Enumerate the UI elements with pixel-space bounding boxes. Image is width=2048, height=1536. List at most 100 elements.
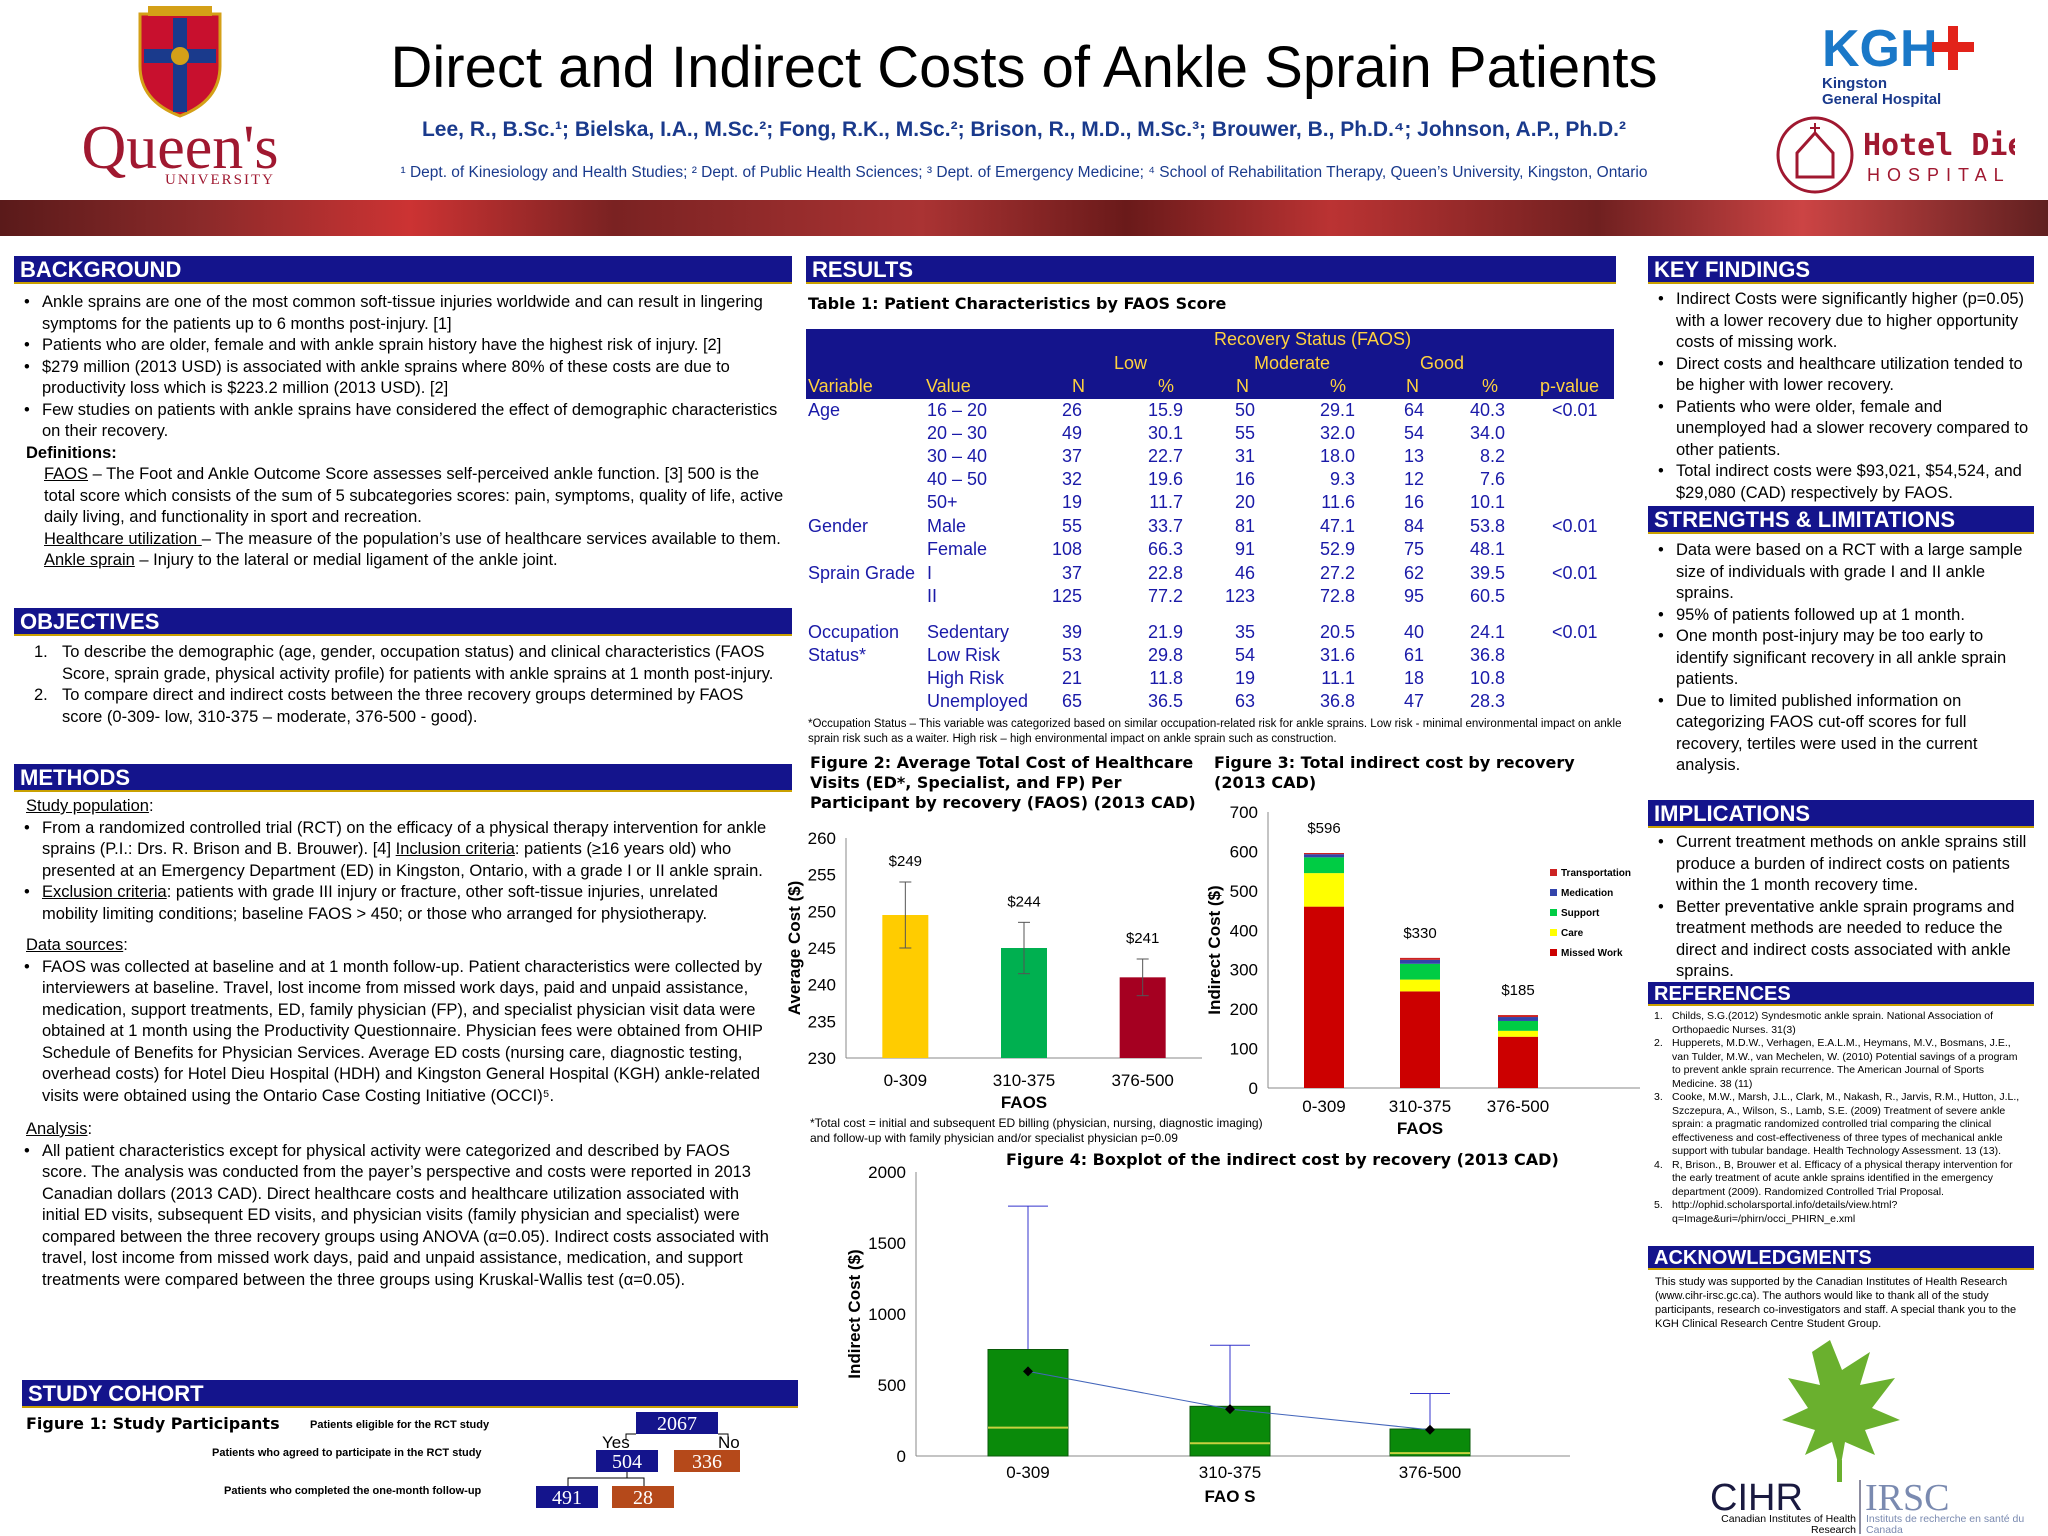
table-cell-number: 55 <box>1061 516 1082 536</box>
svg-text:HOSPITAL: HOSPITAL <box>1867 165 2011 185</box>
table-cell-number: 18 <box>1403 668 1424 688</box>
table-cell-number: 29.8 <box>1147 645 1183 665</box>
x-tick-label: 310-375 <box>993 1071 1055 1090</box>
y-tick-label: 500 <box>878 1376 906 1395</box>
x-tick-label: 310-375 <box>1389 1097 1451 1116</box>
acknowledgments-heading: ACKNOWLEDGMENTS <box>1648 1246 2034 1270</box>
table-cell-variable: Occupation <box>808 622 900 642</box>
header-low: Low <box>1114 353 1148 373</box>
header-pct: % <box>1330 376 1347 396</box>
table-cell-number: 21 <box>1061 668 1082 688</box>
svg-text:Kingston: Kingston <box>1822 75 1887 92</box>
table-cell-value: 16 – 20 <box>927 400 988 420</box>
box <box>987 1349 1069 1457</box>
objectives-heading: OBJECTIVES <box>14 608 792 636</box>
table-cell-number: 72.8 <box>1319 586 1355 606</box>
methods-bullet: All patient characteristics except for p… <box>14 1141 774 1292</box>
y-tick-label: 245 <box>808 939 836 958</box>
stacked-bar-segment <box>1400 963 1440 980</box>
table-cell-number: 32.0 <box>1319 423 1355 443</box>
box <box>1189 1405 1271 1457</box>
table-cell-number: 20 <box>1234 492 1255 512</box>
table-cell-number: 11.6 <box>1321 492 1355 512</box>
stacked-bar-segment <box>1304 873 1344 907</box>
methods-bullet: From a randomized controlled trial (RCT)… <box>14 818 774 883</box>
data-label: $241 <box>1126 930 1159 947</box>
background-bullet: Few studies on patients with ankle sprai… <box>14 400 794 443</box>
stacked-bar-segment <box>1498 1036 1538 1088</box>
stacked-bar-segment <box>1498 1015 1538 1018</box>
table-cell-p-value: <0.01 <box>1552 622 1598 642</box>
svg-text:General Hospital: General Hospital <box>1822 91 1941 108</box>
strength-bullet: 95% of patients followed up at 1 month. <box>1648 605 2034 627</box>
table-cell-number: 27.2 <box>1319 563 1355 583</box>
table-cell-variable: Sprain Grade <box>808 563 916 583</box>
header-n: N <box>1072 376 1085 396</box>
x-tick-label: 376-500 <box>1399 1463 1461 1482</box>
y-tick-label: 1500 <box>868 1234 906 1253</box>
legend-label: Care <box>1561 928 1584 939</box>
key-finding-bullet: Indirect Costs were significantly higher… <box>1648 289 2034 354</box>
strength-bullet: Data were based on a RCT with a large sa… <box>1648 540 2034 605</box>
table-cell-number: 11.8 <box>1149 668 1183 688</box>
study-cohort-heading: STUDY COHORT <box>22 1380 798 1408</box>
table-cell-number: 32 <box>1061 469 1082 489</box>
header-good: Good <box>1420 353 1465 373</box>
stacked-bar-segment <box>1304 853 1344 855</box>
poster-title: Direct and Indirect Costs of Ankle Sprai… <box>390 35 1658 100</box>
table-cell-number: 36.5 <box>1147 691 1183 711</box>
table-cell-number: 75 <box>1403 539 1424 559</box>
queens-university-logo: Queen's UNIVERSITY <box>81 6 279 186</box>
acknowledgments-text: This study was supported by the Canadian… <box>1655 1276 2017 1330</box>
table-cell-number: 20.5 <box>1319 622 1355 642</box>
svg-text:Queen's: Queen's <box>81 114 278 182</box>
header-n: N <box>1236 376 1249 396</box>
legend-label: Transportation <box>1561 868 1631 879</box>
y-tick-label: 235 <box>808 1012 836 1031</box>
figure4-boxplot: 0 500 1000 1500 2000 0-309 310-375 376-500 FAO S… <box>845 1163 1570 1506</box>
table-cell-number: 37 <box>1061 563 1082 583</box>
table-cell-number: 61 <box>1403 645 1424 665</box>
svg-text:491: 491 <box>552 1487 582 1509</box>
table-cell-value: Female <box>927 539 988 559</box>
y-tick-label: 400 <box>1230 921 1258 940</box>
table-cell-number: 52.9 <box>1319 539 1355 559</box>
affiliations: ¹ Dept. of Kinesiology and Health Studie… <box>400 164 1648 181</box>
y-tick-label: 600 <box>1230 842 1258 861</box>
table-cell-p-value: <0.01 <box>1552 563 1598 583</box>
y-tick-label: 700 <box>1230 803 1258 822</box>
y-tick-label: 0 <box>1249 1079 1258 1098</box>
svg-text:UNIVERSITY: UNIVERSITY <box>165 172 275 186</box>
strengths-section: Data were based on a RCT with a large sa… <box>1648 540 2034 777</box>
methods-heading: METHODS <box>14 764 792 792</box>
implications-heading: IMPLICATIONS <box>1648 800 2034 828</box>
x-axis-label: FAO S <box>1204 1487 1255 1506</box>
table-cell-value: Low Risk <box>927 645 1001 665</box>
svg-text:Patients eligible for the RCT: Patients eligible for the RCT study <box>310 1419 490 1431</box>
table-cell-number: 48.1 <box>1469 539 1505 559</box>
table-cell-number: 50 <box>1234 400 1255 420</box>
stacked-bar-segment <box>1400 979 1440 992</box>
data-label: $185 <box>1501 982 1534 999</box>
y-tick-label: 230 <box>808 1049 836 1068</box>
implication-bullet: Better preventative ankle sprain program… <box>1648 897 2034 983</box>
table-cell-number: 26 <box>1061 400 1082 420</box>
mean-marker <box>1023 1366 1033 1377</box>
table-cell-number: 24.1 <box>1469 622 1505 642</box>
table-cell-number: 11.1 <box>1321 668 1355 688</box>
stacked-bar-segment <box>1400 991 1440 1088</box>
table-cell-number: 54 <box>1234 645 1255 665</box>
table-cell-number: 31.6 <box>1319 645 1355 665</box>
reference-item: http://ophid.scholarsportal.info/details… <box>1652 1199 2022 1226</box>
legend-swatch <box>1550 869 1557 876</box>
table1-header: Recovery Status (FAOS) Low Moderate Good… <box>806 329 1614 399</box>
analysis-label: Analysis <box>26 1120 88 1138</box>
table-cell-number: 108 <box>1051 539 1082 559</box>
figure4-title: Figure 4: Boxplot of the indirect cost b… <box>1006 1150 1559 1169</box>
figure1-title: Figure 1: Study Participants <box>26 1414 280 1433</box>
table-cell-number: 19 <box>1234 668 1255 688</box>
table-cell-number: 55 <box>1234 423 1255 443</box>
table-cell-number: 19.6 <box>1147 469 1183 489</box>
table-cell-value: 30 – 40 <box>927 446 988 466</box>
author-list: Lee, R., B.Sc.¹; Bielska, I.A., M.Sc.²; … <box>421 118 1626 141</box>
